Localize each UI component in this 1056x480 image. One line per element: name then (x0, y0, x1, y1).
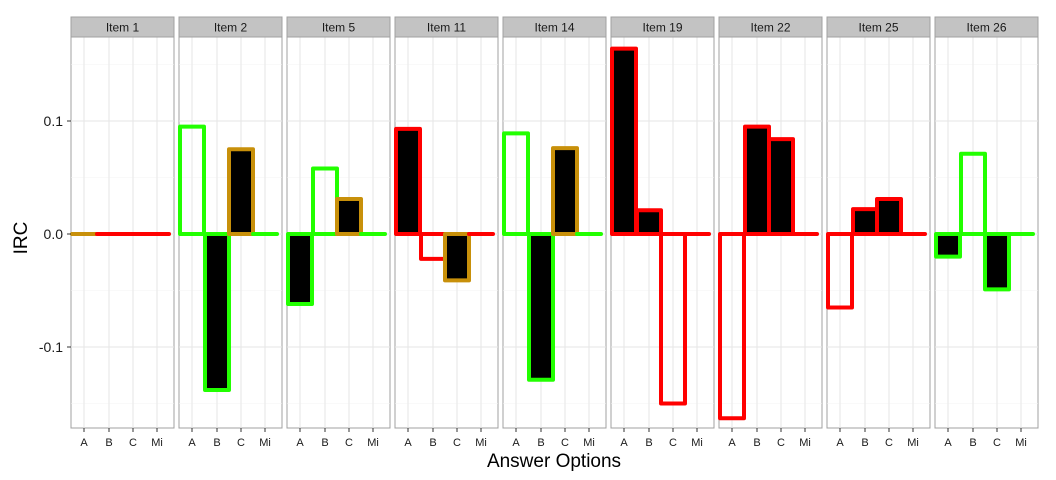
x-tick-label: A (296, 437, 304, 449)
x-tick-label: Mi (1015, 437, 1027, 449)
bar-item-11-a (394, 126, 422, 236)
x-tick-label: Mi (151, 437, 163, 449)
bar-item-26-c (983, 232, 1011, 292)
strip-title: Item 11 (427, 21, 466, 35)
strip-header (502, 16, 607, 38)
x-tick-label: Mi (367, 437, 379, 449)
x-tick-label: B (537, 437, 544, 449)
x-tick-label: B (969, 437, 976, 449)
x-tick-label: B (429, 437, 436, 449)
x-tick-label: Mi (691, 437, 703, 449)
panel-item-1: Item 1 A B C Mi (70, 16, 175, 449)
y-axis: 0.1 0.0 -0.1 (39, 113, 71, 355)
x-tick-label: A (512, 437, 520, 449)
x-tick-label: C (777, 437, 785, 449)
strip-header (826, 16, 931, 38)
bar-item-26-a (934, 232, 962, 259)
x-tick-label: C (669, 437, 677, 449)
x-tick-label: B (105, 437, 112, 449)
x-tick-label: B (645, 437, 652, 449)
x-tick-label: B (861, 437, 868, 449)
bar-item-14-c (551, 146, 579, 236)
strip-title: Item 22 (750, 21, 790, 35)
strip-title: Item 26 (966, 21, 1006, 35)
bar-item-22-b (743, 124, 771, 236)
x-tick-label: Mi (583, 437, 595, 449)
strip-title: Item 14 (534, 21, 574, 35)
panel-item-14: Item 14 A B C Mi (502, 16, 607, 449)
x-axis-title: Answer Options (487, 451, 621, 472)
bar-item-19-a (610, 46, 638, 237)
panel-item-19: Item 19 A B C Mi (610, 16, 715, 449)
bar-item-2-c (227, 147, 255, 236)
y-tick-label: 0.0 (44, 226, 64, 242)
x-tick-label: C (561, 437, 569, 449)
bar-item-25-b (851, 207, 879, 236)
strip-title: Item 5 (322, 21, 356, 35)
x-tick-label: C (885, 437, 893, 449)
bar-item-25-a (826, 232, 854, 310)
bar-item-19-c (659, 232, 687, 406)
x-tick-label: A (80, 437, 88, 449)
bar-item-25-c (875, 196, 903, 236)
bar-item-5-c (335, 196, 363, 236)
x-tick-label: Mi (259, 437, 271, 449)
strip-title: Item 19 (642, 21, 682, 35)
x-tick-label: B (753, 437, 760, 449)
x-tick-label: B (213, 437, 220, 449)
panel-item-11: Item 11 A B C Mi (394, 16, 499, 449)
bar-item-19-b (635, 208, 663, 237)
bar-item-14-b (527, 232, 555, 382)
panel-item-26: Item 26 A B C Mi (934, 16, 1039, 449)
y-tick-label: 0.1 (44, 113, 64, 129)
bar-item-2-b (203, 232, 231, 392)
x-tick-label: A (188, 437, 196, 449)
strip-header (286, 16, 391, 38)
strip-header (610, 16, 715, 38)
bar-item-2-a (178, 124, 206, 236)
x-tick-label: A (620, 437, 628, 449)
x-tick-label: A (404, 437, 412, 449)
bar-item-22-a (718, 232, 746, 421)
y-tick-label: -0.1 (39, 339, 63, 355)
x-tick-label: C (237, 437, 245, 449)
strip-header (178, 16, 283, 38)
x-tick-label: B (321, 437, 328, 449)
y-axis-title: IRC (11, 222, 32, 255)
bar-item-14-a (502, 131, 530, 236)
bar-item-22-c (767, 137, 795, 236)
strip-header (394, 16, 499, 38)
x-tick-label: C (993, 437, 1001, 449)
strip-header (70, 16, 175, 38)
x-tick-label: A (728, 437, 736, 449)
strip-header (718, 16, 823, 38)
x-tick-label: A (944, 437, 952, 449)
x-tick-label: Mi (907, 437, 919, 449)
bar-item-11-c (443, 232, 471, 283)
panel-item-22: Item 22 A B C Mi (718, 16, 823, 449)
x-tick-label: C (129, 437, 137, 449)
bar-item-5-a (286, 232, 314, 307)
panel-item-2: Item 2 A B C Mi (178, 16, 283, 449)
strip-title: Item 1 (106, 21, 140, 35)
strip-title: Item 25 (858, 21, 898, 35)
x-tick-label: C (345, 437, 353, 449)
x-tick-label: Mi (475, 437, 487, 449)
strip-header (934, 16, 1039, 38)
panel-item-5: Item 5 A B C Mi (286, 16, 391, 449)
x-tick-label: Mi (799, 437, 811, 449)
strip-title: Item 2 (214, 21, 248, 35)
x-tick-label: C (453, 437, 461, 449)
panel-item-25: Item 25 A B C Mi (826, 16, 931, 449)
bar-item-26-b (959, 151, 987, 237)
x-tick-label: A (836, 437, 844, 449)
